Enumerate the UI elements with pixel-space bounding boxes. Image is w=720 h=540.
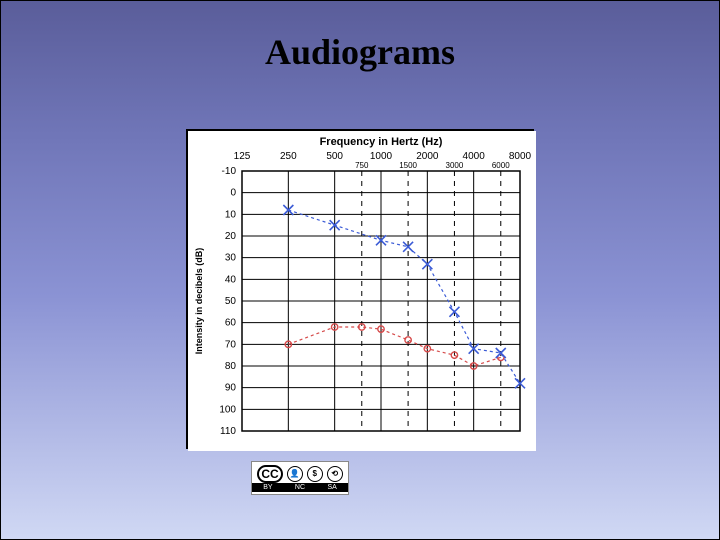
svg-text:100: 100 xyxy=(219,404,236,415)
svg-text:40: 40 xyxy=(225,274,237,285)
svg-text:10: 10 xyxy=(225,209,237,220)
svg-text:125: 125 xyxy=(234,151,251,162)
svg-text:6000: 6000 xyxy=(492,161,510,170)
cc-license-badge: CC 👤 $ ⟲ BY NC SA xyxy=(251,461,349,495)
by-icon: 👤 xyxy=(287,466,303,482)
svg-text:1000: 1000 xyxy=(370,151,393,162)
svg-text:-10: -10 xyxy=(222,166,237,177)
svg-text:1500: 1500 xyxy=(399,161,417,170)
cc-license-icons: CC 👤 $ ⟲ xyxy=(257,465,342,483)
svg-text:0: 0 xyxy=(230,188,236,199)
svg-text:2000: 2000 xyxy=(416,151,439,162)
svg-text:Intensity in decibels (dB): Intensity in decibels (dB) xyxy=(194,248,204,355)
nc-icon: $ xyxy=(307,466,323,482)
slide: Audiograms Frequency in Hertz (Hz) Intens… xyxy=(0,0,720,540)
slide-title: Audiograms xyxy=(1,31,719,73)
cc-license-label: NC xyxy=(295,484,305,491)
svg-text:90: 90 xyxy=(225,383,237,394)
svg-text:70: 70 xyxy=(225,339,237,350)
svg-text:60: 60 xyxy=(225,318,237,329)
cc-license-labels: BY NC SA xyxy=(252,483,348,492)
cc-license-label: BY xyxy=(263,484,272,491)
svg-text:110: 110 xyxy=(220,426,236,437)
svg-text:250: 250 xyxy=(280,151,297,162)
audiogram-svg: Frequency in Hertz (Hz) Intensity in deci… xyxy=(188,131,536,451)
svg-text:8000: 8000 xyxy=(509,151,532,162)
svg-text:750: 750 xyxy=(355,161,369,170)
svg-text:Frequency in Hertz (Hz): Frequency in Hertz (Hz) xyxy=(320,136,443,148)
svg-text:4000: 4000 xyxy=(463,151,486,162)
sa-icon: ⟲ xyxy=(327,466,343,482)
svg-text:3000: 3000 xyxy=(446,161,464,170)
cc-license-label: SA xyxy=(327,484,336,491)
cc-icon: CC xyxy=(257,465,282,483)
svg-text:20: 20 xyxy=(225,231,237,242)
svg-text:50: 50 xyxy=(225,296,237,307)
svg-text:80: 80 xyxy=(225,361,237,372)
svg-text:30: 30 xyxy=(225,253,237,264)
svg-text:500: 500 xyxy=(326,151,343,162)
audiogram-chart: Frequency in Hertz (Hz) Intensity in deci… xyxy=(186,129,534,449)
